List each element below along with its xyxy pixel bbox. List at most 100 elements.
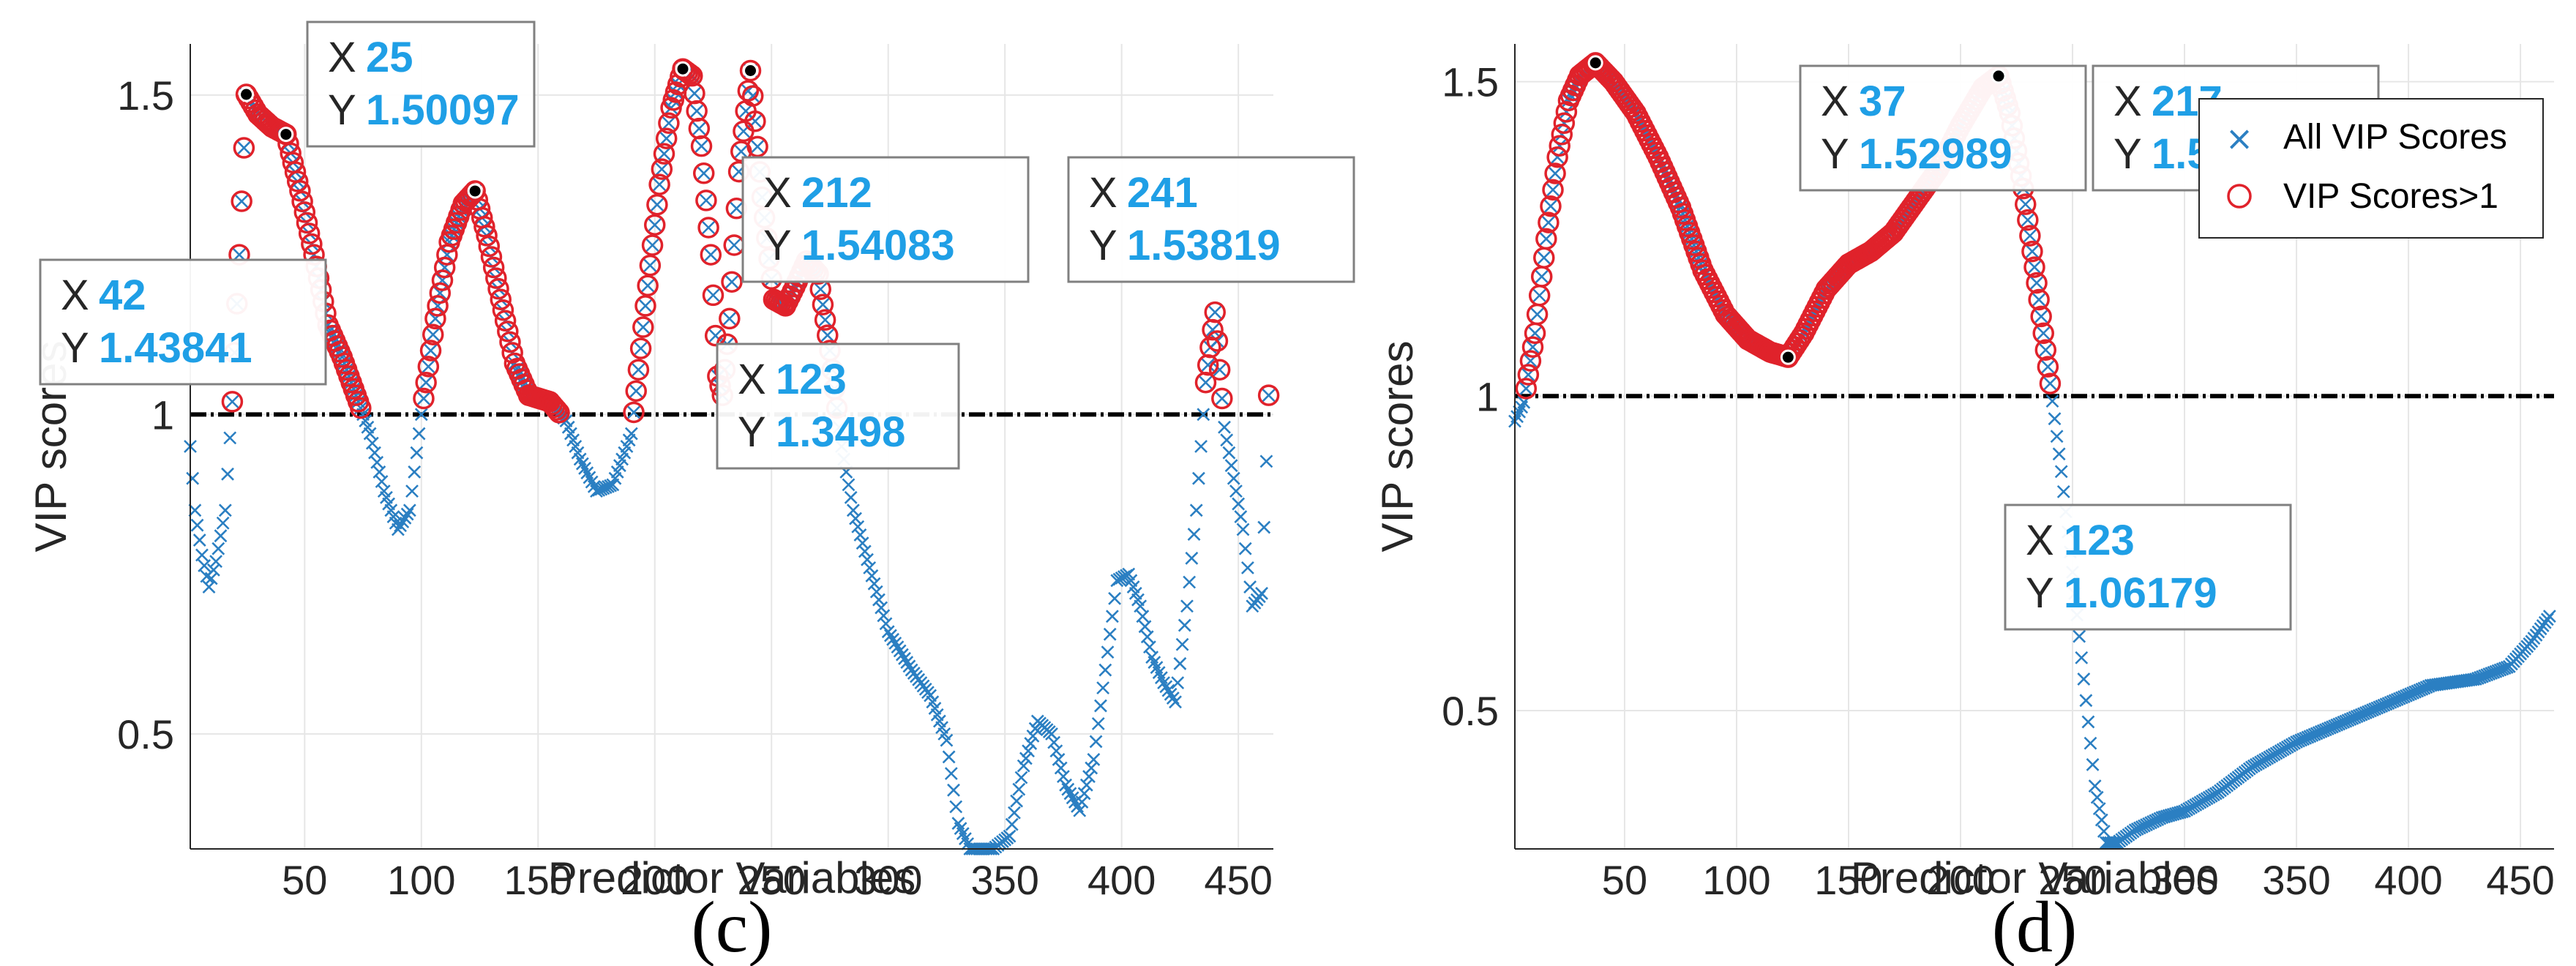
chart-panel-d: 50 100 150 200 250 300 350 400 450 0.5 1 1.5 Predic… [1373, 44, 2556, 966]
all-vip-point [1201, 358, 1215, 372]
vip-above-one-point [490, 288, 512, 310]
all-vip-point [237, 141, 251, 154]
x-tick-label: 200 [621, 857, 689, 903]
datatip-x-value: 42 [99, 272, 146, 319]
all-vip-point [940, 733, 954, 747]
panel-label-c-text: (c) [692, 886, 773, 966]
all-vip-point [2476, 670, 2489, 684]
all-vip-point [634, 342, 648, 356]
all-vip-point [944, 767, 958, 780]
datatip-x-key: X [1821, 78, 1849, 125]
all-vip-point [221, 467, 234, 481]
all-vip-point [2083, 736, 2097, 750]
all-vip-point [1010, 794, 1024, 808]
all-vip-point [1159, 680, 1173, 694]
vip-above-one-point [690, 135, 713, 157]
all-vip-point [1546, 183, 1560, 197]
all-vip-point [895, 648, 909, 662]
all-vip-point [1012, 782, 1026, 796]
vip-above-one-point [1544, 162, 1566, 184]
x-axis-label-c: Predictor Variables [548, 853, 916, 902]
all-vip-point [2480, 668, 2494, 682]
datatip-x-value: 123 [2064, 517, 2135, 564]
all-vip-point [1140, 630, 1154, 644]
all-vip-point [949, 800, 963, 814]
all-vip-point [2048, 412, 2062, 426]
vip-above-one-point [298, 222, 321, 244]
vip-above-one-point [629, 337, 652, 359]
all-vip-point [877, 609, 891, 623]
datatip-y-key: Y [61, 324, 89, 372]
x-tick-label: 450 [2486, 857, 2554, 903]
all-vip-point [891, 640, 905, 654]
all-vip-point [1161, 684, 1175, 697]
all-vip-point [2094, 813, 2108, 827]
all-vip-point [653, 178, 667, 191]
datatip[interactable]: X 25Y 1.50097 [239, 20, 536, 148]
y-axis-label-d: VIP scores [1373, 340, 1422, 552]
vip-above-one-point [639, 254, 662, 277]
all-vip-point [1079, 778, 1093, 792]
datatip-y-key: Y [1821, 130, 1849, 178]
all-vip-point [1238, 542, 1252, 555]
x-tick-label: 350 [2262, 857, 2330, 903]
all-vip-point [391, 523, 405, 536]
tick-labels-d: 50 100 150 200 250 300 350 400 450 0.5 1 1.5 [1442, 59, 2555, 903]
all-vip-point [641, 279, 655, 293]
datatip[interactable]: X 37Y 1.52989 [1587, 55, 2087, 192]
all-vip-point [1199, 375, 1213, 389]
datatip-x-value: 241 [1127, 169, 1198, 217]
all-vip-point [2030, 276, 2043, 290]
vip-above-one-point [350, 397, 372, 419]
datatip-y-value: 1.3498 [776, 408, 905, 456]
all-vip-point [398, 511, 412, 525]
all-vip-point [1101, 645, 1115, 659]
all-vip-point [730, 201, 744, 215]
vip-above-one-point [1208, 359, 1231, 381]
all-vip-point [2034, 310, 2048, 323]
all-vip-point [1259, 454, 1273, 468]
datatip-x-value: 25 [366, 34, 413, 81]
vip-above-one-point [653, 143, 675, 165]
axes-c [190, 44, 1273, 850]
all-vip-point [235, 195, 249, 208]
all-vip-point [1194, 440, 1208, 453]
vip-above-one-point [1549, 135, 1570, 157]
datatip-box [741, 156, 1030, 283]
all-vip-point [664, 101, 678, 115]
all-vip-point [1003, 829, 1016, 843]
all-vip-point [410, 446, 424, 460]
all-vip-point [667, 93, 681, 107]
all-vip-point [2474, 670, 2487, 684]
vip-above-one-point [1206, 330, 1229, 352]
vip-above-one-point [497, 321, 519, 342]
all-vip-point [2174, 806, 2187, 820]
datatip-y-value: 1.43841 [99, 324, 252, 372]
all-vip-point [190, 518, 204, 532]
all-vip-point [942, 750, 956, 764]
all-vip-point [2043, 377, 2057, 390]
all-vip-point [368, 446, 381, 460]
legend-entry-above: VIP Scores>1 [2283, 177, 2498, 216]
vip-above-one-point [415, 371, 437, 394]
all-vip-point [2108, 836, 2122, 850]
datatip[interactable]: X 42Y 1.43841 [39, 127, 327, 386]
all-vip-point [400, 507, 414, 521]
all-vip-point [814, 282, 828, 296]
all-vip-point [417, 392, 430, 405]
all-vip-point [1022, 744, 1036, 758]
all-vip-point [842, 478, 855, 492]
datatip-y-key: Y [738, 408, 766, 456]
vip-above-one-point [739, 59, 762, 82]
all-vip-point [881, 625, 895, 639]
all-vip-point [669, 86, 683, 99]
all-vip-point [1197, 408, 1210, 422]
all-vip-point [195, 548, 209, 562]
all-vip-point [1171, 676, 1185, 689]
y-tick-label: 1.5 [1442, 59, 1499, 105]
vip-above-one-point [2017, 209, 2039, 231]
